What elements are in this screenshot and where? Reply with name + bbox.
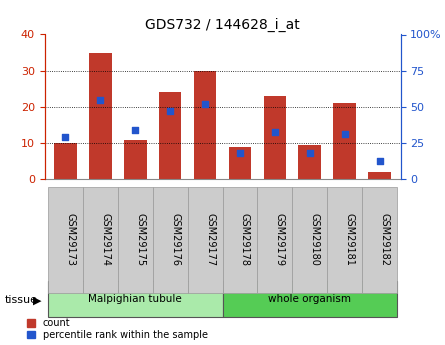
FancyBboxPatch shape <box>118 187 153 293</box>
Bar <box>299 145 321 179</box>
FancyBboxPatch shape <box>48 281 222 317</box>
Text: ▶: ▶ <box>33 295 42 305</box>
Text: whole organism: whole organism <box>268 294 351 304</box>
Text: GSM29181: GSM29181 <box>345 213 355 266</box>
Text: Malpighian tubule: Malpighian tubule <box>89 294 182 304</box>
FancyBboxPatch shape <box>327 187 362 293</box>
Legend: count, percentile rank within the sample: count, percentile rank within the sample <box>27 318 208 340</box>
Point <box>202 101 209 107</box>
Point <box>132 127 139 133</box>
Bar <box>89 52 112 179</box>
FancyBboxPatch shape <box>362 187 397 293</box>
Point <box>166 109 174 114</box>
Text: GSM29175: GSM29175 <box>135 213 145 266</box>
FancyBboxPatch shape <box>83 187 118 293</box>
Text: tissue: tissue <box>4 295 37 305</box>
Text: GSM29173: GSM29173 <box>65 213 76 266</box>
Text: GSM29178: GSM29178 <box>240 213 250 266</box>
FancyBboxPatch shape <box>188 187 222 293</box>
FancyBboxPatch shape <box>222 281 397 317</box>
FancyBboxPatch shape <box>257 187 292 293</box>
Title: GDS732 / 144628_i_at: GDS732 / 144628_i_at <box>145 18 300 32</box>
Text: GSM29176: GSM29176 <box>170 213 180 266</box>
FancyBboxPatch shape <box>222 187 257 293</box>
Point <box>341 132 348 137</box>
Bar <box>263 96 286 179</box>
Point <box>306 150 313 156</box>
Point <box>62 135 69 140</box>
Point <box>97 97 104 102</box>
Text: GSM29174: GSM29174 <box>100 213 110 266</box>
Bar <box>194 71 216 179</box>
Text: GSM29180: GSM29180 <box>310 213 320 266</box>
FancyBboxPatch shape <box>292 187 327 293</box>
Bar <box>229 147 251 179</box>
Bar <box>333 104 356 179</box>
Text: GSM29177: GSM29177 <box>205 213 215 266</box>
Point <box>271 129 279 134</box>
FancyBboxPatch shape <box>153 187 188 293</box>
Point <box>236 150 243 156</box>
Text: GSM29179: GSM29179 <box>275 213 285 266</box>
Bar <box>159 92 182 179</box>
Point <box>376 158 383 163</box>
Bar <box>124 139 146 179</box>
Bar <box>368 172 391 179</box>
FancyBboxPatch shape <box>48 187 83 293</box>
Text: GSM29182: GSM29182 <box>380 213 389 266</box>
Bar <box>54 143 77 179</box>
